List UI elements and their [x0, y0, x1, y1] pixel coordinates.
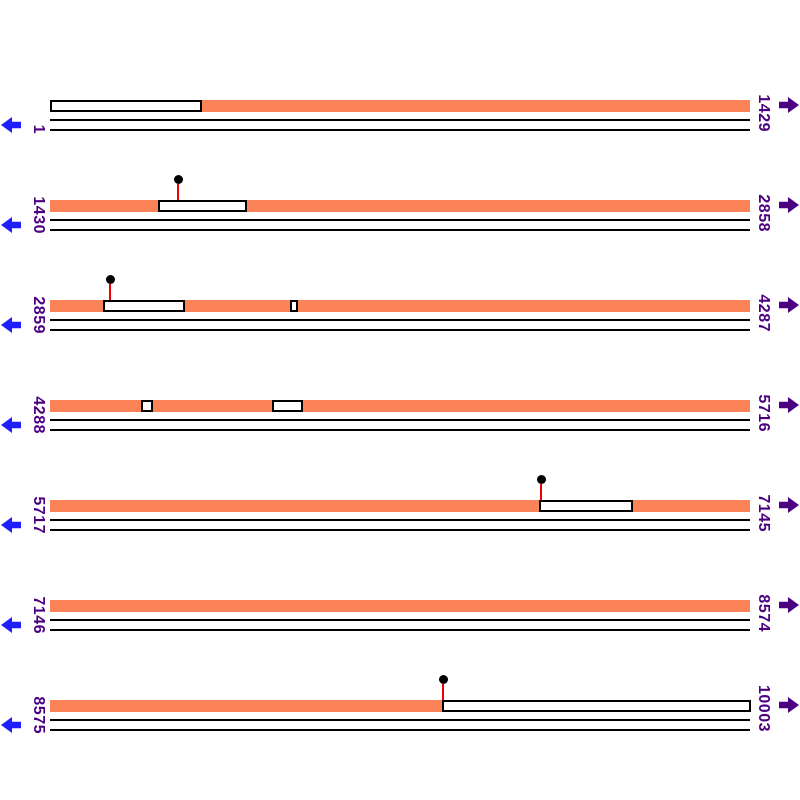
strand-line-1 — [50, 419, 750, 421]
row-end-label: 10003 — [755, 685, 772, 732]
feature-segment[interactable] — [50, 700, 442, 712]
scroll-left-arrow-icon[interactable] — [1, 117, 21, 133]
row-start-label: 8575 — [30, 696, 47, 734]
gap-right-edge — [200, 100, 202, 112]
scroll-left-arrow-icon[interactable] — [1, 517, 21, 533]
scroll-left-arrow-icon[interactable] — [1, 617, 21, 633]
strand-line-1 — [50, 119, 750, 121]
right-arrow-glyph — [779, 697, 799, 713]
scroll-right-arrow-icon[interactable] — [779, 297, 799, 313]
strand-line-2 — [50, 429, 750, 431]
row-start-label: 1 — [30, 124, 47, 134]
right-arrow-glyph — [779, 97, 799, 113]
scroll-left-arrow-icon[interactable] — [1, 317, 21, 333]
marker-stem — [177, 184, 179, 200]
feature-segment[interactable] — [184, 300, 290, 312]
feature-segment[interactable] — [152, 400, 272, 412]
feature-segment[interactable] — [50, 200, 158, 212]
left-arrow-glyph — [1, 117, 21, 133]
row-start-label: 5717 — [30, 496, 47, 534]
row-end-label: 7145 — [755, 494, 772, 532]
scroll-right-arrow-icon[interactable] — [779, 397, 799, 413]
row-start-label: 7146 — [30, 596, 47, 634]
gap-right-edge — [245, 200, 247, 212]
strand-line-2 — [50, 129, 750, 131]
gap-left-edge — [158, 200, 160, 212]
scroll-right-arrow-icon[interactable] — [779, 197, 799, 213]
left-arrow-glyph — [1, 317, 21, 333]
row-start-label: 4288 — [30, 396, 47, 434]
gap-left-edge — [141, 400, 143, 412]
strand-line-2 — [50, 329, 750, 331]
gap-right-edge — [749, 700, 751, 712]
gap-left-edge — [290, 300, 292, 312]
row-end-label: 2858 — [755, 194, 772, 232]
feature-segment[interactable] — [50, 600, 750, 612]
strand-line-2 — [50, 229, 750, 231]
gap-right-edge — [301, 400, 303, 412]
left-arrow-glyph — [1, 217, 21, 233]
gap-right-edge — [296, 300, 298, 312]
gap-left-edge — [103, 300, 105, 312]
gap-right-edge — [151, 400, 153, 412]
left-arrow-glyph — [1, 517, 21, 533]
marker-stem — [540, 484, 542, 500]
feature-segment[interactable] — [201, 100, 750, 112]
right-arrow-glyph — [779, 197, 799, 213]
scroll-right-arrow-icon[interactable] — [779, 697, 799, 713]
gap-left-edge — [50, 100, 52, 112]
feature-segment[interactable] — [632, 500, 750, 512]
feature-segment[interactable] — [50, 400, 141, 412]
gap-left-edge — [442, 700, 444, 712]
marker-dot-icon[interactable] — [438, 675, 448, 684]
strand-line-1 — [50, 519, 750, 521]
marker-dot-icon[interactable] — [536, 475, 546, 484]
row-start-label: 2859 — [30, 296, 47, 334]
gap-left-edge — [272, 400, 274, 412]
row-start-label: 1430 — [30, 196, 47, 234]
scroll-left-arrow-icon[interactable] — [1, 217, 21, 233]
strand-line-1 — [50, 319, 750, 321]
marker-dot-icon[interactable] — [105, 275, 115, 284]
row-end-label: 5716 — [755, 394, 772, 432]
scroll-left-arrow-icon[interactable] — [1, 717, 21, 733]
scroll-right-arrow-icon[interactable] — [779, 497, 799, 513]
left-arrow-glyph — [1, 717, 21, 733]
strand-line-1 — [50, 619, 750, 621]
row-end-label: 8574 — [755, 594, 772, 632]
right-arrow-glyph — [779, 297, 799, 313]
scroll-right-arrow-icon[interactable] — [779, 597, 799, 613]
gap-right-edge — [183, 300, 185, 312]
scroll-left-arrow-icon[interactable] — [1, 417, 21, 433]
feature-segment[interactable] — [50, 300, 103, 312]
row-end-label: 1429 — [755, 94, 772, 132]
marker-dot-icon[interactable] — [173, 175, 183, 184]
right-arrow-glyph — [779, 397, 799, 413]
scroll-right-arrow-icon[interactable] — [779, 97, 799, 113]
feature-segment[interactable] — [297, 300, 750, 312]
left-arrow-glyph — [1, 617, 21, 633]
strand-line-1 — [50, 719, 750, 721]
right-arrow-glyph — [779, 597, 799, 613]
strand-line-2 — [50, 529, 750, 531]
strand-line-1 — [50, 219, 750, 221]
feature-segment[interactable] — [302, 400, 750, 412]
marker-stem — [109, 284, 111, 300]
left-arrow-glyph — [1, 417, 21, 433]
feature-segment[interactable] — [246, 200, 750, 212]
strand-line-2 — [50, 629, 750, 631]
right-arrow-glyph — [779, 497, 799, 513]
strand-line-2 — [50, 729, 750, 731]
marker-stem — [442, 684, 444, 700]
feature-segment[interactable] — [50, 500, 539, 512]
gap-right-edge — [631, 500, 633, 512]
gap-left-edge — [539, 500, 541, 512]
row-end-label: 4287 — [755, 294, 772, 332]
